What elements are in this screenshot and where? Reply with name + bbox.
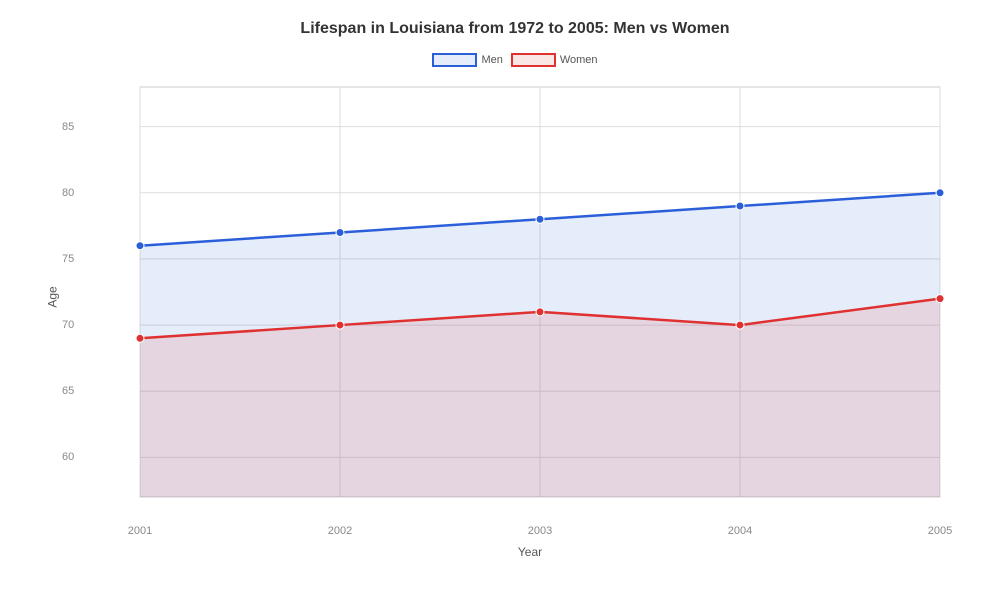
marker-series-0 <box>336 228 344 236</box>
legend-label-women: Women <box>560 54 598 66</box>
y-tick-label: 75 <box>62 253 74 265</box>
x-tick-label: 2005 <box>928 525 952 537</box>
plot-area: Age Year 6065707580852001200220032004200… <box>90 77 970 517</box>
marker-series-0 <box>736 202 744 210</box>
y-tick-label: 85 <box>62 121 74 133</box>
chart-title: Lifespan in Louisiana from 1972 to 2005:… <box>60 20 970 38</box>
chart-svg <box>90 77 970 517</box>
x-tick-label: 2002 <box>328 525 352 537</box>
marker-series-1 <box>936 295 944 303</box>
x-tick-label: 2001 <box>128 525 152 537</box>
legend-item-men: Men <box>432 53 502 67</box>
y-tick-label: 80 <box>62 187 74 199</box>
marker-series-0 <box>136 242 144 250</box>
legend-box-men <box>432 53 477 67</box>
y-tick-label: 70 <box>62 319 74 331</box>
y-tick-label: 65 <box>62 385 74 397</box>
marker-series-0 <box>936 189 944 197</box>
marker-series-1 <box>336 321 344 329</box>
legend-box-women <box>511 53 556 67</box>
x-tick-label: 2003 <box>528 525 552 537</box>
marker-series-1 <box>736 321 744 329</box>
legend: Men Women <box>60 53 970 67</box>
legend-label-men: Men <box>481 54 502 66</box>
x-axis-label: Year <box>518 545 542 559</box>
x-tick-label: 2004 <box>728 525 752 537</box>
y-tick-label: 60 <box>62 451 74 463</box>
legend-item-women: Women <box>511 53 598 67</box>
marker-series-0 <box>536 215 544 223</box>
marker-series-1 <box>136 334 144 342</box>
y-axis-label: Age <box>46 286 60 307</box>
marker-series-1 <box>536 308 544 316</box>
chart-container: Lifespan in Louisiana from 1972 to 2005:… <box>0 0 1000 600</box>
